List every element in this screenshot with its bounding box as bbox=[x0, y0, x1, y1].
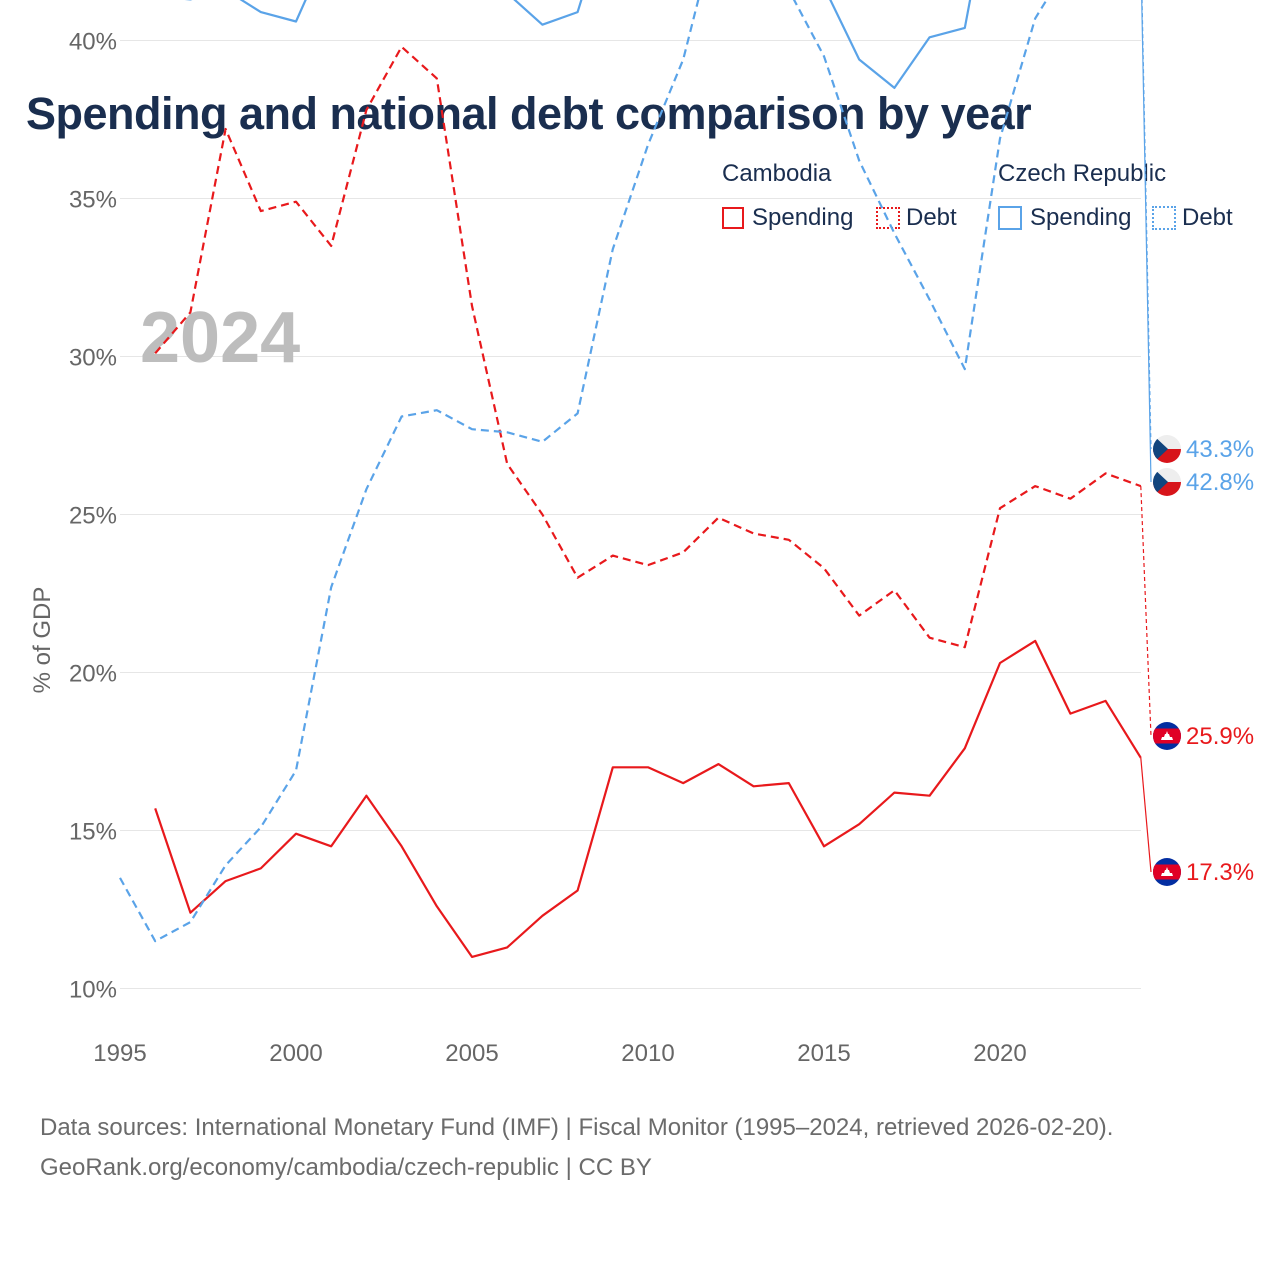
x-tick-label: 1995 bbox=[93, 1040, 146, 1067]
legend-group-title: Cambodia bbox=[722, 160, 832, 187]
legend-item-czech-spending[interactable]: Spending bbox=[998, 204, 1131, 232]
series-line-cambodia-spending[interactable] bbox=[154, 639, 1142, 959]
x-tick-label: 2000 bbox=[269, 1040, 322, 1067]
series-line-cambodia-debt[interactable] bbox=[154, 45, 1142, 649]
x-tick-label: 2020 bbox=[973, 1040, 1026, 1067]
label-connector bbox=[1141, 0, 1152, 483]
chart-title: Spending and national debt comparison by… bbox=[26, 88, 1032, 139]
series-line-czech-republic-debt[interactable] bbox=[119, 0, 1141, 943]
end-labels: 43.3% 42.8% 25.9% 17.3% bbox=[1140, 0, 1254, 887]
y-tick-label: 15% bbox=[69, 819, 117, 846]
legend-swatch-solid bbox=[722, 207, 744, 229]
y-tick-label: 20% bbox=[69, 661, 117, 688]
end-value-label: 42.8% bbox=[1186, 469, 1254, 496]
legend-item-cambodia-spending[interactable]: Spending bbox=[722, 204, 853, 232]
footer: Data sources: International Monetary Fun… bbox=[40, 1108, 1113, 1188]
y-tick-label: 30% bbox=[69, 345, 117, 372]
legend-item-czech-debt[interactable]: Debt bbox=[1152, 204, 1233, 232]
grid bbox=[120, 40, 1141, 989]
legend-swatch-dotted bbox=[1152, 206, 1176, 230]
legend-item-cambodia-debt[interactable]: Debt bbox=[876, 204, 957, 232]
legend-item-label: Debt bbox=[906, 204, 957, 231]
legend-swatch-dotted bbox=[876, 207, 900, 229]
end-value-label: 17.3% bbox=[1186, 859, 1254, 886]
label-connector bbox=[1140, 486, 1152, 737]
y-tick-label: 25% bbox=[69, 503, 117, 530]
series-line-czech-republic-spending[interactable] bbox=[120, 0, 1141, 90]
y-tick-label: 35% bbox=[69, 187, 117, 214]
data-source-text: Data sources: International Monetary Fun… bbox=[40, 1114, 1114, 1141]
y-tick-label: 10% bbox=[69, 977, 117, 1004]
x-tick-label: 2005 bbox=[445, 1040, 498, 1067]
legend-swatch-solid bbox=[998, 206, 1022, 230]
series bbox=[119, 0, 1142, 959]
flag-icon bbox=[1152, 721, 1182, 751]
legend-item-label: Spending bbox=[752, 204, 854, 231]
x-tick-label: 2015 bbox=[797, 1040, 850, 1067]
legend-group-title: Czech Republic bbox=[998, 160, 1167, 187]
line-chart: 10%15%20%25%30%35%40%45%50%1995200020052… bbox=[29, 0, 1254, 1068]
legend-item-label: Debt bbox=[1182, 204, 1233, 231]
end-value-label: 43.3% bbox=[1186, 436, 1254, 463]
y-tick-label: 40% bbox=[69, 29, 117, 56]
flag-icon bbox=[1152, 434, 1182, 464]
x-tick-label: 2010 bbox=[621, 1040, 674, 1067]
flag-icon bbox=[1152, 857, 1182, 887]
legend-item-label: Spending bbox=[1030, 204, 1132, 231]
label-connector bbox=[1140, 757, 1152, 873]
end-value-label: 25.9% bbox=[1186, 723, 1254, 750]
flag-icon bbox=[1152, 467, 1182, 497]
y-axis-label: % of GDP bbox=[29, 587, 56, 694]
year-watermark: 2024 bbox=[140, 298, 300, 378]
axes: 10%15%20%25%30%35%40%45%50%1995200020052… bbox=[69, 29, 1027, 1068]
attribution-text: GeoRank.org/economy/cambodia/czech-repub… bbox=[40, 1154, 652, 1181]
